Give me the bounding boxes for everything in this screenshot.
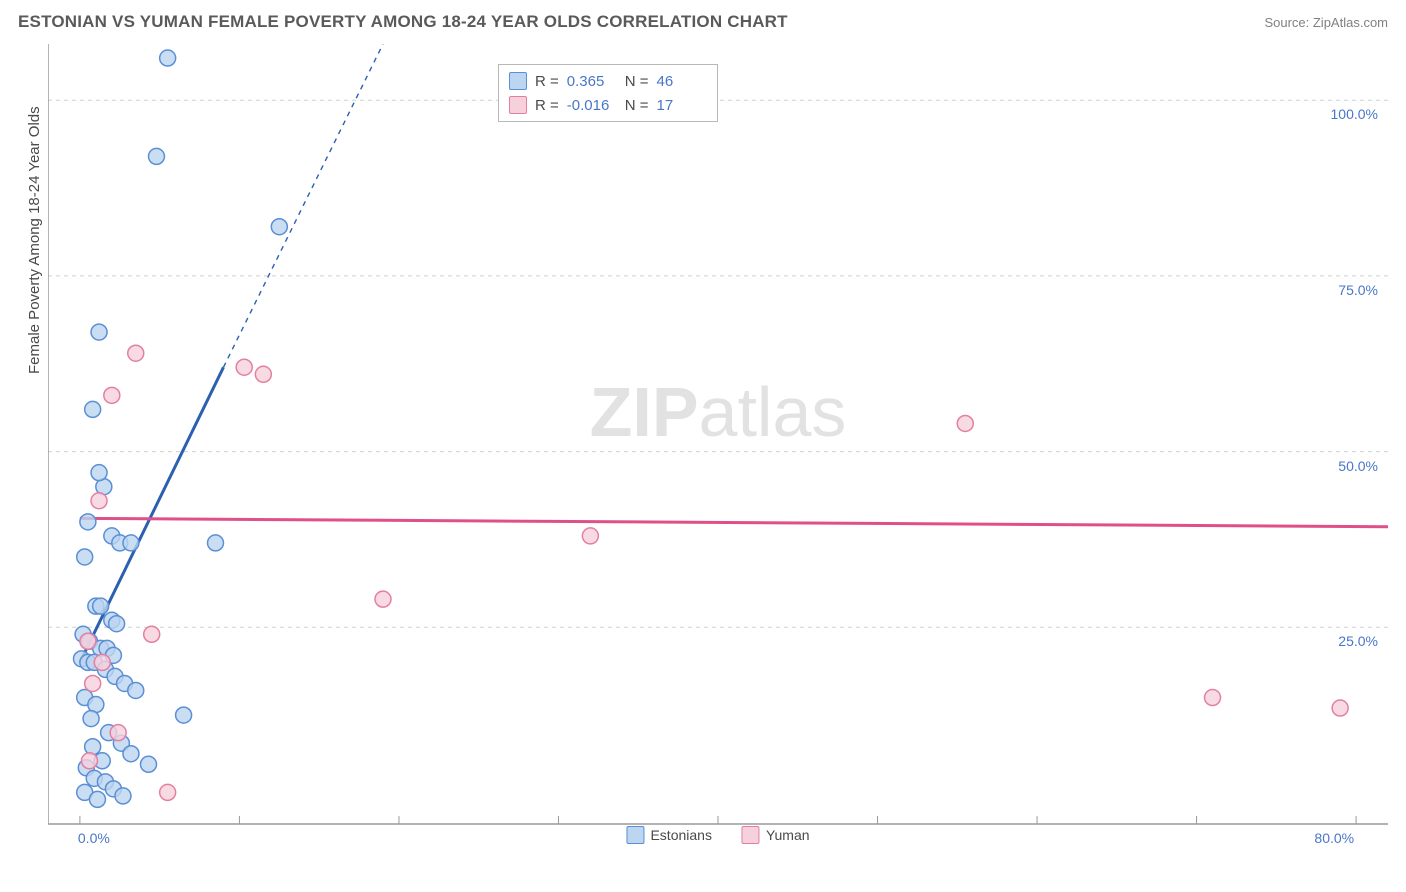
scatter-plot: [48, 44, 1388, 844]
n-value: 46: [657, 73, 707, 90]
legend-swatch-icon: [509, 72, 527, 90]
legend-label: Yuman: [766, 827, 810, 843]
y-tick-label: 50.0%: [1338, 458, 1378, 474]
y-tick-label: 100.0%: [1331, 106, 1378, 122]
stat-legend-row: R = 0.365 N = 46: [509, 69, 707, 93]
series-legend: Estonians Yuman: [626, 826, 809, 844]
chart-area: Female Poverty Among 18-24 Year Olds ZIP…: [48, 44, 1388, 844]
stat-legend-row: R = -0.016 N = 17: [509, 93, 707, 117]
correlation-legend: R = 0.365 N = 46 R = -0.016 N = 17: [498, 64, 718, 122]
legend-swatch-icon: [626, 826, 644, 844]
legend-label: Estonians: [650, 827, 711, 843]
y-tick-label: 25.0%: [1338, 633, 1378, 649]
y-axis-label: Female Poverty Among 18-24 Year Olds: [26, 106, 43, 374]
x-tick-label: 80.0%: [1314, 830, 1354, 846]
legend-item: Estonians: [626, 826, 711, 844]
legend-swatch-icon: [509, 96, 527, 114]
legend-swatch-icon: [742, 826, 760, 844]
n-label: N =: [625, 97, 649, 114]
y-tick-label: 75.0%: [1338, 282, 1378, 298]
n-label: N =: [625, 73, 649, 90]
chart-title: ESTONIAN VS YUMAN FEMALE POVERTY AMONG 1…: [18, 12, 788, 32]
legend-item: Yuman: [742, 826, 810, 844]
chart-header: ESTONIAN VS YUMAN FEMALE POVERTY AMONG 1…: [18, 12, 1388, 32]
r-label: R =: [535, 97, 559, 114]
x-tick-label: 0.0%: [78, 830, 110, 846]
r-value: 0.365: [567, 73, 617, 90]
r-label: R =: [535, 73, 559, 90]
r-value: -0.016: [567, 97, 617, 114]
chart-source: Source: ZipAtlas.com: [1264, 15, 1388, 30]
n-value: 17: [657, 97, 707, 114]
